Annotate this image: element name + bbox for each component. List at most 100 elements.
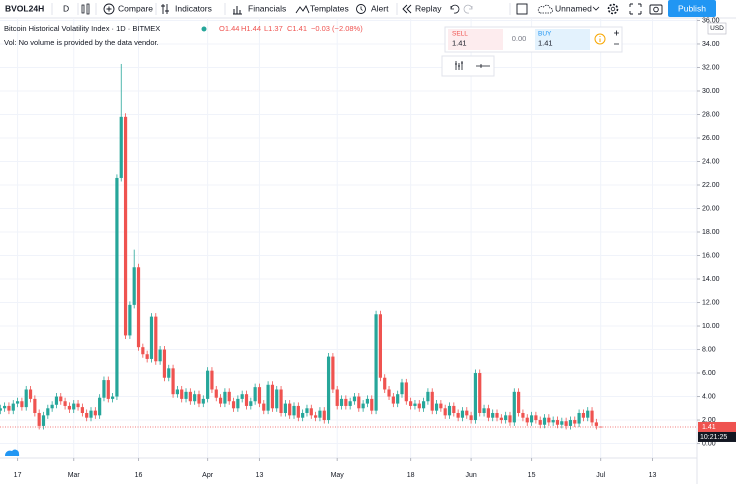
layout-menu-arrow[interactable] bbox=[592, 6, 600, 11]
publish-button[interactable]: Publish bbox=[678, 3, 706, 13]
x-tick-label: 18 bbox=[407, 472, 415, 479]
countdown-box bbox=[698, 431, 736, 442]
position-icon[interactable] bbox=[476, 64, 490, 68]
cloud-icon bbox=[537, 4, 553, 14]
candle-body bbox=[590, 410, 594, 423]
y-tick-label: 2.00 bbox=[702, 417, 716, 424]
settings-icon[interactable] bbox=[607, 3, 619, 15]
candle-body bbox=[568, 420, 573, 426]
candle-body bbox=[201, 398, 205, 404]
legend-change: −0.03 (−2.08%) bbox=[311, 24, 363, 33]
info-icon[interactable] bbox=[594, 33, 606, 45]
redo-icon[interactable] bbox=[463, 4, 473, 14]
interval[interactable]: D bbox=[63, 3, 69, 13]
candle-body bbox=[309, 408, 313, 416]
candle-body bbox=[292, 405, 296, 416]
candle-body bbox=[430, 391, 434, 411]
candle-body bbox=[443, 408, 447, 416]
candle-body bbox=[67, 405, 72, 410]
y-tick-label: 34.00 bbox=[702, 41, 720, 48]
undo-icon[interactable] bbox=[450, 4, 460, 14]
quantity-stepper[interactable] bbox=[614, 30, 619, 45]
volume-note: Vol: No volume is provided by the data v… bbox=[4, 38, 159, 47]
candle-body bbox=[370, 398, 374, 411]
series-title[interactable]: Bitcoin Historical Volatility Index · 1D… bbox=[4, 24, 160, 33]
candle-body bbox=[594, 422, 598, 426]
compare-icon[interactable] bbox=[103, 3, 115, 15]
currency-label[interactable]: USD bbox=[710, 25, 724, 32]
candle-body bbox=[542, 417, 547, 425]
replay-icon[interactable] bbox=[402, 4, 412, 14]
snapshot-icon[interactable] bbox=[649, 4, 663, 15]
candle-body bbox=[560, 421, 564, 425]
buy-button[interactable] bbox=[535, 29, 590, 50]
last-price-label: 1.41 bbox=[702, 424, 716, 431]
candle-body bbox=[98, 397, 102, 416]
candle-body bbox=[54, 396, 59, 405]
candle-body bbox=[7, 405, 11, 411]
candle-body bbox=[473, 373, 478, 421]
currency-box[interactable] bbox=[707, 22, 727, 35]
candle-body bbox=[318, 410, 322, 418]
candle-body bbox=[469, 415, 473, 421]
y-tick-label: 4.00 bbox=[702, 393, 716, 400]
candle-body bbox=[249, 401, 253, 406]
x-tick-label: May bbox=[331, 472, 345, 479]
x-tick-label: 17 bbox=[14, 472, 22, 479]
indicators-button[interactable]: Indicators bbox=[175, 3, 212, 13]
sell-price[interactable]: 1.41 bbox=[452, 38, 467, 47]
buy-label[interactable]: BUY bbox=[538, 31, 552, 38]
axes: 0.00 2.00 4.00 6.00 8.00 10.00 12.00 14.00 16.00… bbox=[14, 17, 736, 479]
candle-body bbox=[20, 401, 24, 408]
candle-body bbox=[132, 267, 136, 305]
candle-body bbox=[41, 415, 46, 426]
y-tick-label: 16.00 bbox=[702, 252, 720, 259]
replay-button[interactable]: Replay bbox=[415, 3, 442, 13]
candle-body bbox=[517, 391, 521, 413]
x-tick-label: Mar bbox=[68, 472, 81, 479]
candle-body bbox=[231, 401, 236, 409]
order-icon[interactable] bbox=[455, 61, 463, 70]
candle-body bbox=[210, 370, 214, 390]
candle-body bbox=[460, 410, 465, 418]
symbol[interactable]: BVOL24H bbox=[5, 3, 44, 13]
compare-button[interactable]: Compare bbox=[118, 3, 153, 13]
candle-body bbox=[296, 405, 300, 418]
buy-price[interactable]: 1.41 bbox=[538, 38, 553, 47]
alert-icon-hand bbox=[360, 6, 363, 11]
templates-icon[interactable] bbox=[295, 5, 310, 14]
candle-body bbox=[15, 401, 20, 404]
candle-body bbox=[89, 410, 93, 418]
candle-body bbox=[396, 394, 400, 404]
layout-name[interactable]: Unnamed bbox=[555, 3, 592, 13]
countdown-label: 10:21:25 bbox=[700, 434, 727, 441]
candle-body bbox=[236, 398, 240, 409]
candle-body bbox=[465, 410, 469, 416]
candle-body bbox=[223, 391, 227, 404]
y-tick-label: 20.00 bbox=[702, 205, 720, 212]
candle-body bbox=[206, 370, 210, 399]
y-tick-label: 32.00 bbox=[702, 64, 720, 71]
candle-body bbox=[521, 412, 525, 418]
alert-icon[interactable] bbox=[356, 4, 366, 14]
templates-button[interactable]: Templates bbox=[310, 3, 349, 13]
layout-icon[interactable] bbox=[516, 3, 528, 15]
brand-logo[interactable] bbox=[4, 449, 20, 456]
candle-body bbox=[279, 389, 283, 413]
y-tick-label: 22.00 bbox=[702, 182, 720, 189]
candle-body bbox=[482, 408, 486, 413]
financials-button[interactable]: Financials bbox=[248, 3, 286, 13]
y-tick-label: 36.00 bbox=[702, 17, 720, 24]
financials-icon[interactable] bbox=[233, 6, 242, 15]
indicators-icon[interactable] bbox=[161, 4, 169, 14]
candle-body bbox=[495, 412, 499, 418]
candle-body bbox=[525, 417, 529, 423]
sell-button[interactable] bbox=[448, 29, 503, 50]
y-tick-label: 24.00 bbox=[702, 158, 720, 165]
publish-button-bg[interactable] bbox=[668, 0, 716, 17]
candle-body bbox=[93, 410, 97, 416]
sell-label[interactable]: SELL bbox=[452, 31, 468, 38]
chart-style-icon[interactable] bbox=[81, 3, 90, 15]
fullscreen-icon[interactable] bbox=[629, 3, 642, 15]
alert-button[interactable]: Alert bbox=[371, 3, 389, 13]
